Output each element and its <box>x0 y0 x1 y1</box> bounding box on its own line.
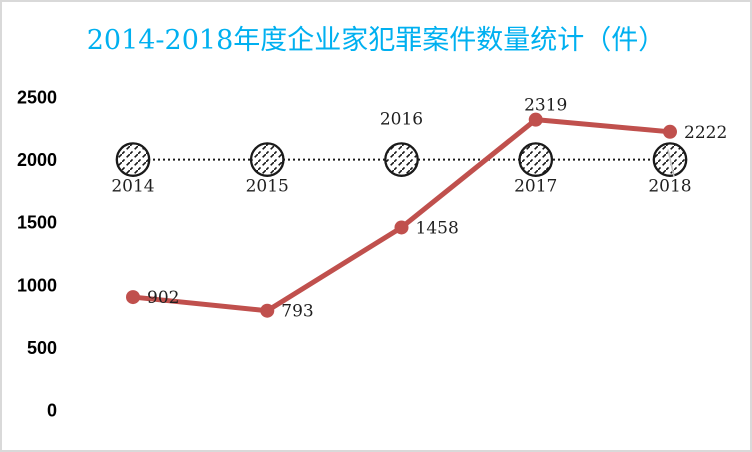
data-label: 793 <box>281 302 313 322</box>
category-label: 2016 <box>380 110 423 130</box>
hatched-circle-marker <box>115 142 151 177</box>
y-axis-tick-label: 2500 <box>17 88 57 108</box>
chart-title: 2014-2018年度企业家犯罪案件数量统计（件） <box>86 25 666 56</box>
data-label: 2222 <box>684 123 727 143</box>
category-label: 2015 <box>246 177 289 197</box>
data-point-marker <box>528 112 543 127</box>
data-labels: 902 793 1458 2319 2222 <box>147 96 727 322</box>
data-label: 2319 <box>524 96 567 116</box>
data-point-marker <box>260 303 275 318</box>
category-label: 2014 <box>111 177 154 197</box>
data-label: 1458 <box>416 218 459 238</box>
category-label: 2017 <box>514 177 557 197</box>
data-label: 902 <box>147 288 179 308</box>
data-point-marker <box>663 124 677 139</box>
y-axis-tick-label: 500 <box>27 338 57 358</box>
hatched-circle-marker <box>518 142 554 177</box>
category-label: 2018 <box>648 177 691 197</box>
data-series-points <box>126 112 677 318</box>
y-axis-tick-label: 1000 <box>17 275 57 295</box>
category-labels: 2014 2015 2016 2017 2018 <box>111 110 691 197</box>
y-axis-tick-labels: 0 500 1000 1500 2000 2500 <box>17 88 57 421</box>
reference-markers <box>115 142 688 177</box>
data-point-marker <box>126 290 140 305</box>
hatched-circle-marker <box>384 142 419 177</box>
category-label-leader-line <box>667 149 675 177</box>
y-axis-tick-label: 0 <box>47 401 57 421</box>
data-point-marker <box>394 220 409 235</box>
y-axis-tick-label: 1500 <box>17 213 57 233</box>
y-axis-tick-label: 2000 <box>17 150 57 170</box>
hatched-circle-marker <box>249 142 285 177</box>
